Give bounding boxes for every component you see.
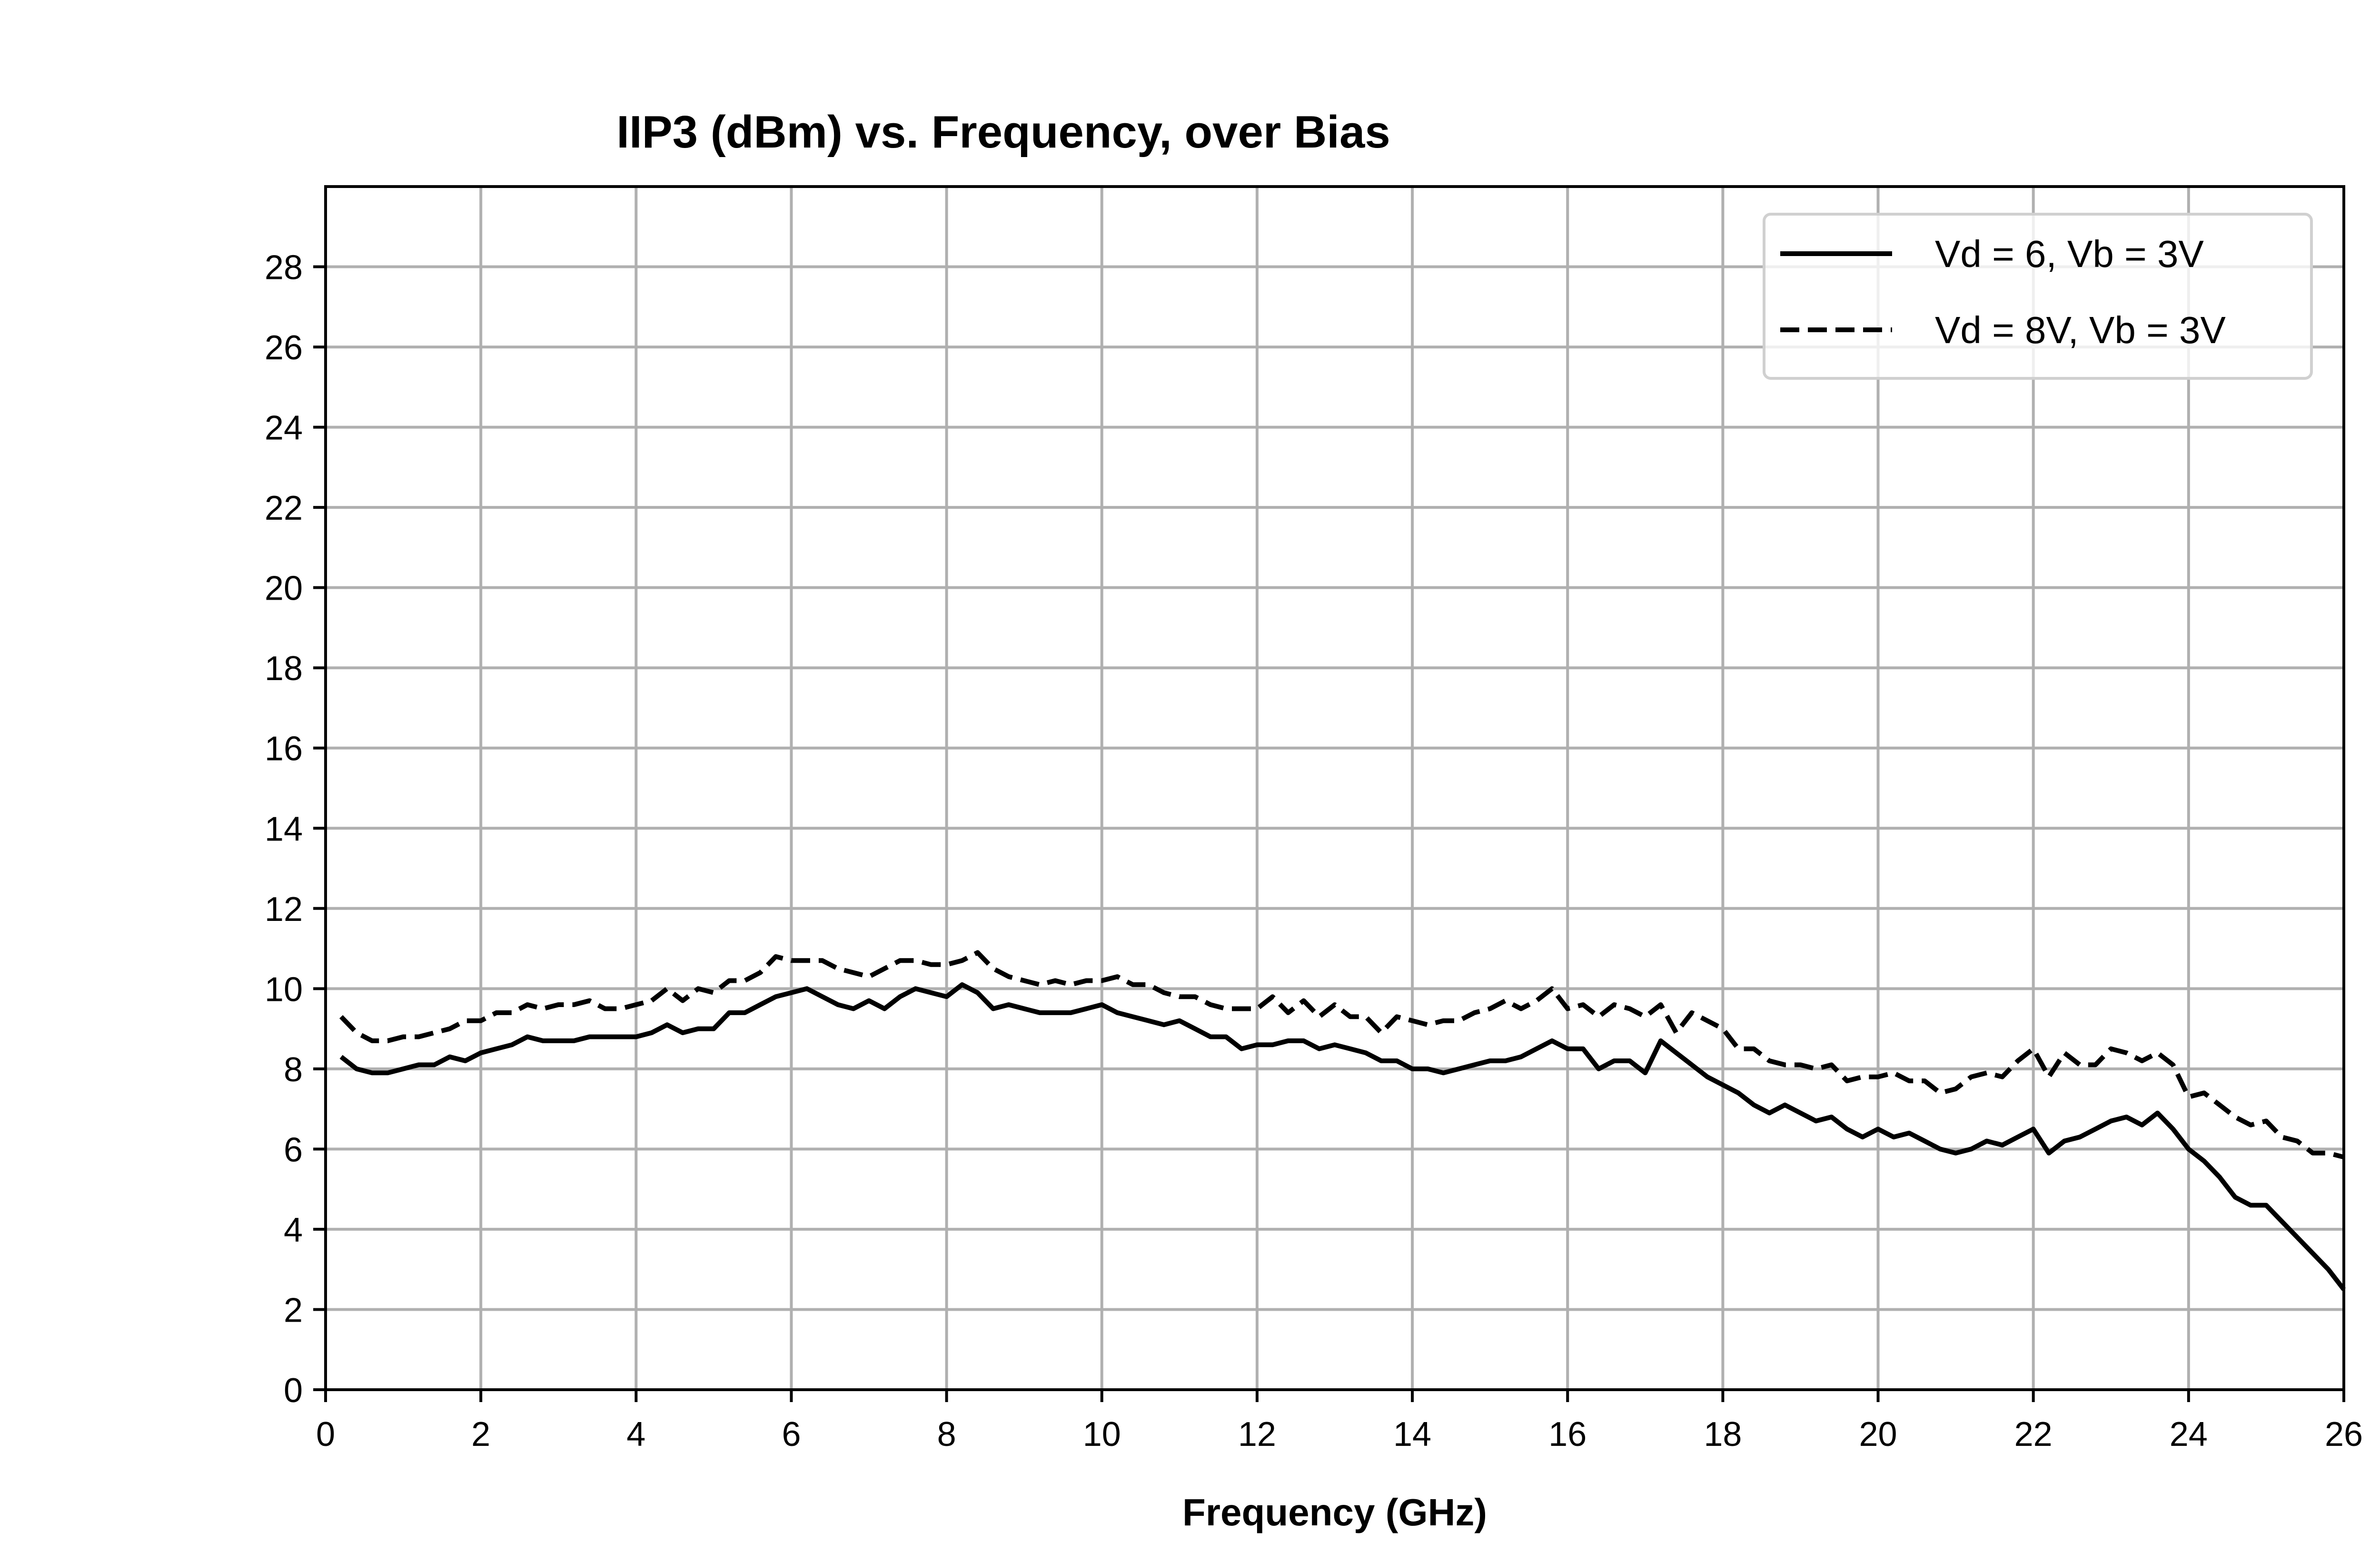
y-tick-label: 28 (265, 249, 303, 287)
plot-frame (324, 185, 2345, 1391)
x-tick-label: 22 (2014, 1415, 2053, 1453)
y-tick-label: 4 (284, 1211, 303, 1249)
x-tick-label: 26 (2325, 1415, 2363, 1453)
y-tick-label: 6 (284, 1131, 303, 1169)
legend-label: Vd = 8V, Vb = 3V (1935, 309, 2226, 351)
x-tick-label: 24 (2170, 1415, 2208, 1453)
y-tick-label: 22 (265, 489, 303, 527)
y-tick-label: 10 (265, 970, 303, 1008)
y-tick-label: 12 (265, 890, 303, 929)
x-tick-label: 18 (1704, 1415, 1742, 1453)
x-axis-label: Frequency (GHz) (1182, 1491, 1487, 1533)
x-tick-label: 2 (471, 1415, 490, 1453)
legend: Vd = 6, Vb = 3V Vd = 8V, Vb = 3V (1763, 213, 2313, 380)
y-tick-label: 18 (265, 650, 303, 688)
y-tick-label: 2 (284, 1291, 303, 1329)
axis-ticks: 0 2 4 6 8 10 12 14 16 18 20 22 24 2602468101214161820… (265, 249, 2363, 1453)
series-line-2 (339, 950, 2345, 1160)
x-tick-label: 16 (1548, 1415, 1587, 1453)
chart-title: IIP3 (dBm) vs. Frequency, over Bias (616, 107, 1390, 158)
legend-label: Vd = 6, Vb = 3V (1935, 233, 2204, 275)
legend-box (1763, 213, 2313, 380)
x-tick-label: 6 (782, 1415, 801, 1453)
y-tick-label: 8 (284, 1051, 303, 1089)
y-tick-label: 0 (284, 1372, 303, 1410)
y-tick-label: 24 (265, 409, 303, 447)
x-tick-label: 10 (1083, 1415, 1121, 1453)
y-tick-label: 26 (265, 329, 303, 367)
x-tick-label: 14 (1393, 1415, 1431, 1453)
x-tick-label: 0 (316, 1415, 335, 1453)
series-layer (339, 950, 2346, 1291)
x-tick-label: 20 (1859, 1415, 1897, 1453)
y-tick-label: 20 (265, 570, 303, 608)
x-tick-label: 12 (1238, 1415, 1276, 1453)
y-tick-label: 14 (265, 810, 303, 848)
x-tick-label: 4 (626, 1415, 645, 1453)
y-tick-label: 16 (265, 730, 303, 768)
series-line-1 (339, 982, 2346, 1291)
x-tick-label: 8 (937, 1415, 956, 1453)
